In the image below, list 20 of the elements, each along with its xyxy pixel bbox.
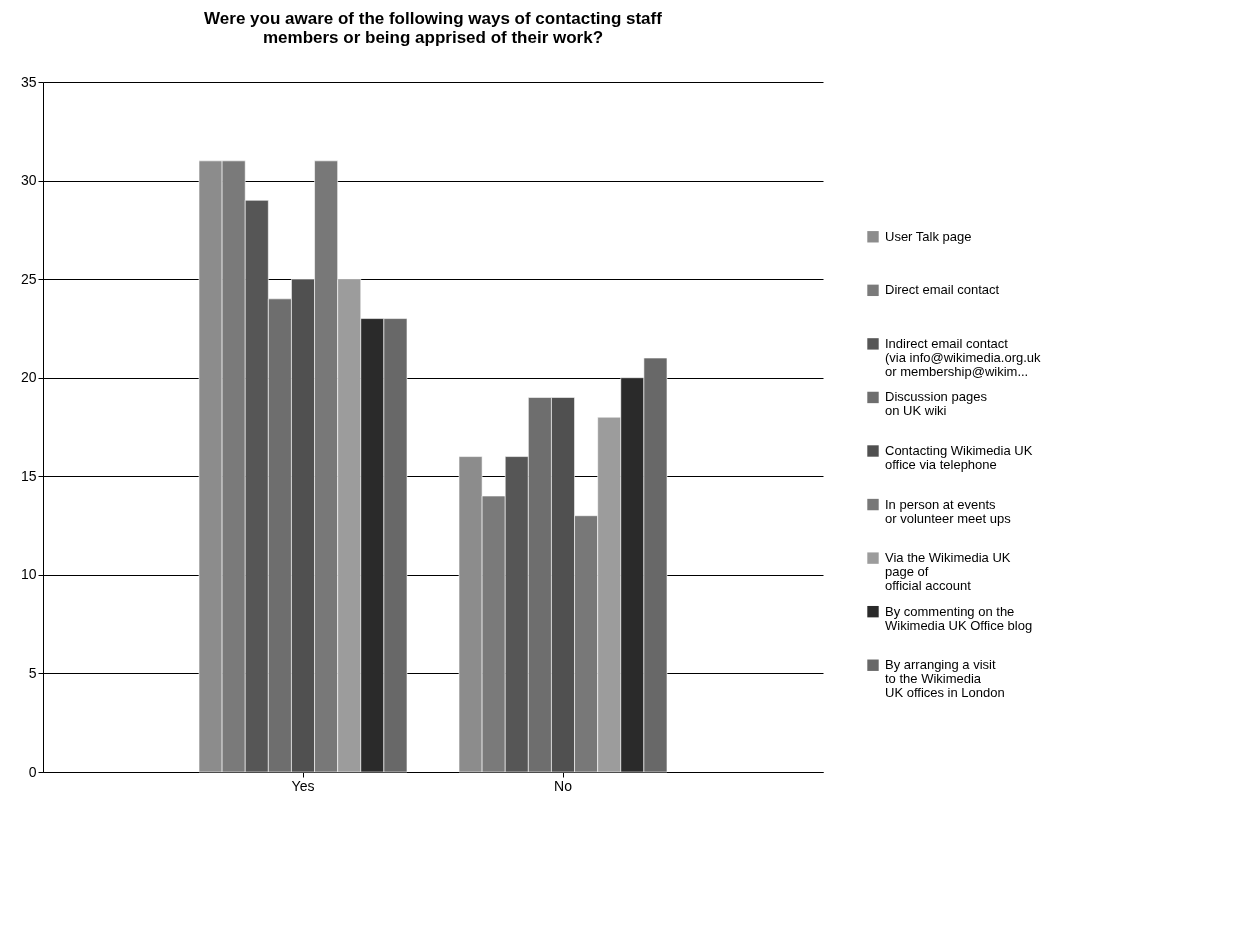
legend-label: In person at events or volunteer meet ups (885, 496, 1012, 526)
y-tick-label: 20 (20, 369, 37, 386)
y-tick-label: 5 (28, 664, 37, 681)
y-tick-label: 10 (20, 566, 37, 583)
y-tick-label: 35 (20, 73, 37, 90)
y-tick-label: 0 (28, 763, 37, 780)
y-tick-label: 25 (20, 270, 37, 287)
legend-label: Contacting Wikimedia UK office via telephone (885, 443, 1033, 472)
legend-label: By arranging a visit to the Wikimedia UK offices in London (885, 657, 1005, 701)
y-tick-label: 30 (20, 172, 37, 189)
legend-label: Discussion pages on UK wiki (885, 389, 988, 419)
legend-label: Indirect email contact (via info@wikimedia.org.uk or membership@wikim... (885, 335, 1042, 379)
x-tick-label: Yes (291, 777, 315, 794)
chart-title: Were you aware of the following ways of contacting staff members or being apprised of their work? (204, 9, 663, 47)
y-tick-label: 15 (20, 467, 37, 484)
legend-label: User Talk page (885, 228, 972, 244)
legend-label: By commenting on the Wikimedia UK Office blog (885, 603, 1033, 633)
x-tick-label: No (554, 777, 573, 794)
legend-label: Via the Wikimedia UK page of official account (885, 550, 1011, 594)
legend-label: Direct email contact (885, 282, 1000, 298)
